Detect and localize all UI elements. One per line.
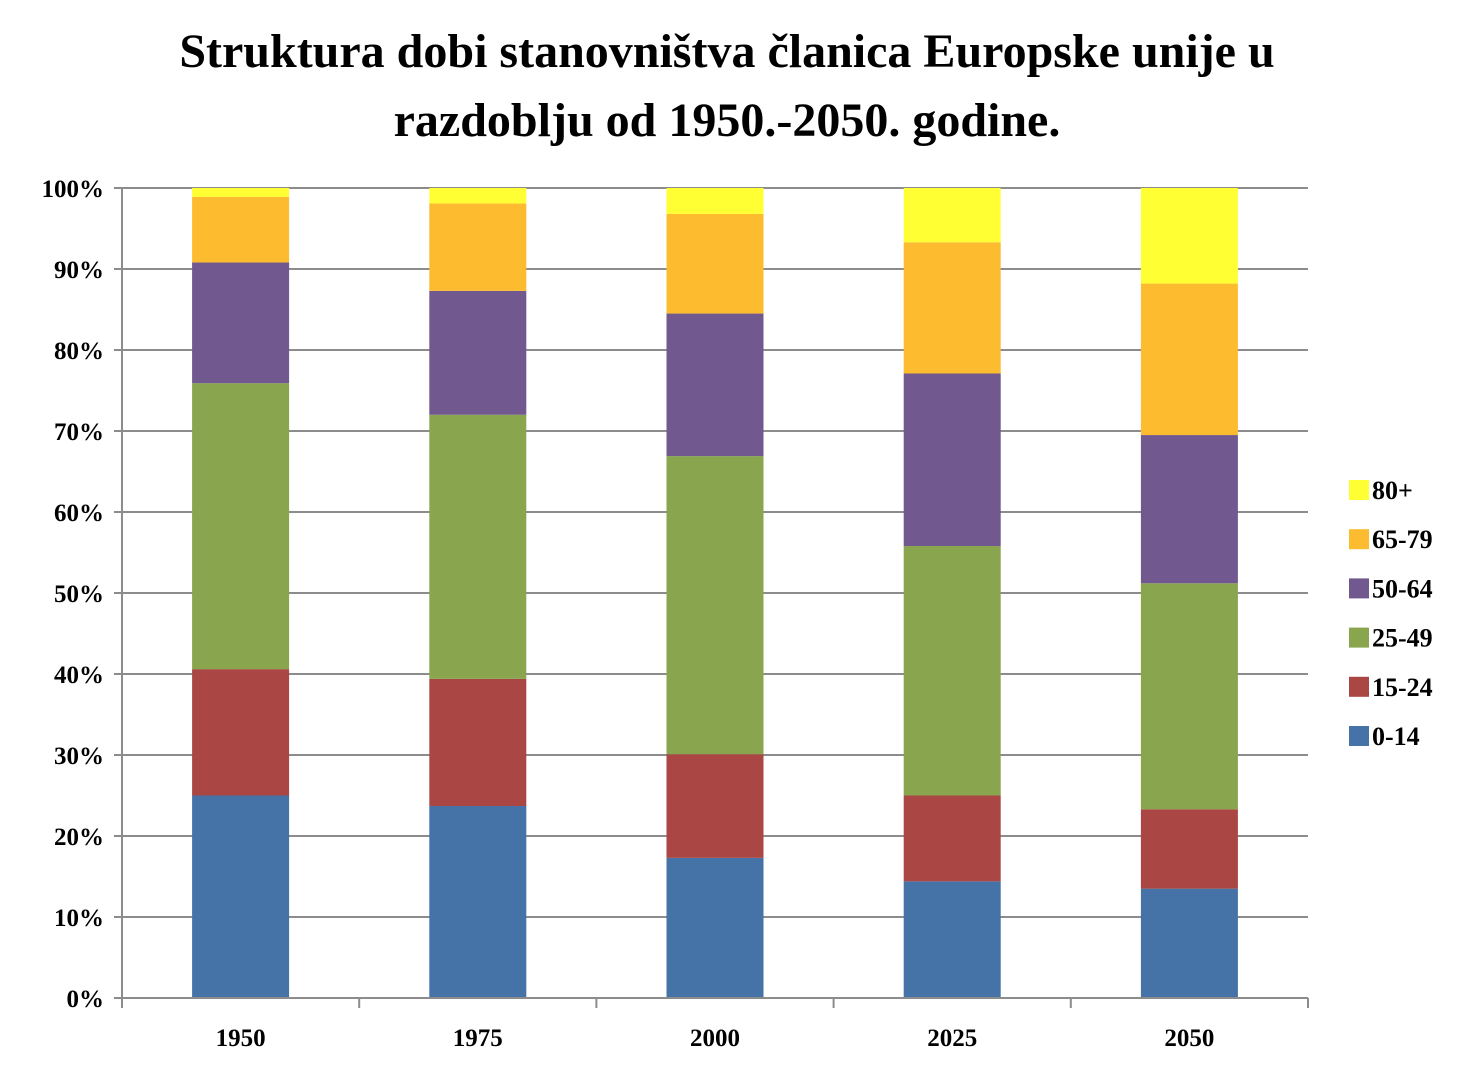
bar-segment-2025-50-64 xyxy=(903,373,1001,547)
legend-swatch-25-49 xyxy=(1349,627,1369,648)
bar-segment-2000-65-79 xyxy=(666,213,764,314)
bar-segment-1950-0-14 xyxy=(192,795,290,998)
bars xyxy=(192,188,1238,998)
legend-item-0-14: 0-14 xyxy=(1349,722,1420,751)
legend-item-80+: 80+ xyxy=(1349,476,1413,505)
legend-swatch-65-79 xyxy=(1349,529,1369,550)
y-tick-label-3: 30% xyxy=(54,743,104,770)
bar-segment-2025-80+ xyxy=(903,188,1001,243)
bar-segment-2000-50-64 xyxy=(666,313,764,457)
bar-segment-2050-25-49 xyxy=(1140,583,1238,810)
y-tick-label-1: 10% xyxy=(54,905,104,932)
y-tick-label-2: 20% xyxy=(54,824,104,851)
bar-segment-2025-25-49 xyxy=(903,546,1001,796)
axes xyxy=(114,187,1309,1008)
y-tick-labels: 0% 10% 20% 30% 40% 50% 60% 70% 80% 90% 100% xyxy=(42,176,105,1013)
bar-segment-2050-80+ xyxy=(1140,188,1238,284)
y-tick-label-10: 100% xyxy=(42,176,105,203)
bar-segment-1975-0-14 xyxy=(429,806,527,998)
x-tick-label-2: 2000 xyxy=(690,1025,740,1052)
bar-segment-2050-65-79 xyxy=(1140,283,1238,436)
chart-title-line-1: Struktura dobi stanovništva članica Euro… xyxy=(179,25,1274,78)
bar-segment-1950-25-49 xyxy=(192,383,290,670)
bar-segment-1975-80+ xyxy=(429,188,527,204)
bar-segment-1950-65-79 xyxy=(192,196,290,263)
bar-segment-2000-80+ xyxy=(666,188,764,214)
chart-title: Struktura dobi stanovništva članica Euro… xyxy=(179,25,1274,147)
y-tick-label-0: 0% xyxy=(67,986,105,1013)
bar-segment-1950-80+ xyxy=(192,188,290,197)
legend-item-25-49: 25-49 xyxy=(1349,624,1433,653)
bar-segment-1975-50-64 xyxy=(429,290,527,415)
y-tick-label-6: 60% xyxy=(54,500,104,527)
bar-segment-1975-15-24 xyxy=(429,678,527,807)
legend-item-65-79: 65-79 xyxy=(1349,525,1433,554)
y-tick-label-5: 50% xyxy=(54,581,104,608)
y-tick-label-4: 40% xyxy=(54,662,104,689)
bar-segment-1975-65-79 xyxy=(429,203,527,291)
x-tick-label-0: 1950 xyxy=(216,1025,266,1052)
y-tick-label-8: 80% xyxy=(54,338,104,365)
y-tick-label-7: 70% xyxy=(54,419,104,446)
legend-swatch-15-24 xyxy=(1349,676,1369,697)
bar-segment-2000-25-49 xyxy=(666,456,764,755)
bar-segment-2000-15-24 xyxy=(666,754,764,858)
legend-label-80+: 80+ xyxy=(1372,476,1413,505)
y-tick-label-9: 90% xyxy=(54,257,104,284)
legend-item-15-24: 15-24 xyxy=(1349,673,1433,702)
legend-item-50-64: 50-64 xyxy=(1349,574,1433,603)
bar-segment-2000-0-14 xyxy=(666,857,764,998)
bar-segment-2050-0-14 xyxy=(1140,888,1238,998)
x-tick-label-3: 2025 xyxy=(927,1025,977,1052)
legend-swatch-50-64 xyxy=(1349,578,1369,599)
x-tick-label-4: 2050 xyxy=(1164,1025,1214,1052)
legend-label-25-49: 25-49 xyxy=(1372,624,1433,653)
bar-segment-2025-15-24 xyxy=(903,795,1001,882)
bar-segment-2050-50-64 xyxy=(1140,435,1238,584)
bar-segment-2050-15-24 xyxy=(1140,809,1238,889)
bar-segment-1950-50-64 xyxy=(192,262,290,384)
legend-label-15-24: 15-24 xyxy=(1372,673,1433,702)
bar-segment-1975-25-49 xyxy=(429,414,527,679)
legend-label-50-64: 50-64 xyxy=(1372,574,1433,603)
chart-title-line-2: razdoblju od 1950.-2050. godine. xyxy=(394,94,1061,147)
bar-segment-2025-0-14 xyxy=(903,881,1001,998)
x-tick-labels: 1950 1975 2000 2025 2050 xyxy=(216,1025,1215,1052)
legend-swatch-0-14 xyxy=(1349,726,1369,746)
bar-segment-2025-65-79 xyxy=(903,242,1001,374)
legend-swatch-80+ xyxy=(1349,480,1369,500)
bar-segment-1950-15-24 xyxy=(192,669,290,796)
legend: 80+ 65-79 50-64 25-49 15-24 0-14 xyxy=(1349,476,1433,751)
legend-label-0-14: 0-14 xyxy=(1372,722,1420,751)
legend-label-65-79: 65-79 xyxy=(1372,525,1433,554)
x-tick-label-1: 1975 xyxy=(453,1025,503,1052)
